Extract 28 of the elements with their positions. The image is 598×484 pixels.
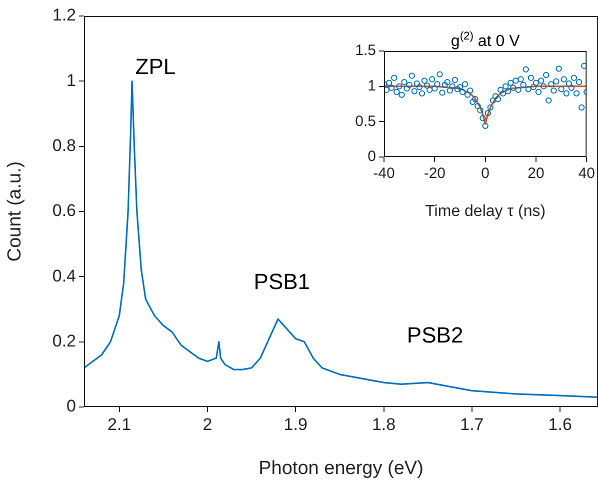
x-tick-label: 2.1 xyxy=(107,414,132,434)
x-tick-label: 20 xyxy=(528,165,544,182)
x-axis-title: Photon energy (eV) xyxy=(258,458,424,479)
y-tick-label: 1 xyxy=(66,70,76,90)
x-tick-label: -20 xyxy=(424,165,446,182)
annotation: PSB1 xyxy=(254,269,310,294)
y-tick-label: 1 xyxy=(368,77,376,94)
x-tick-label: 1.8 xyxy=(372,414,396,434)
y-tick-label: 0.4 xyxy=(52,266,76,286)
y-tick-label: 1.2 xyxy=(52,6,76,25)
y-tick-label: 0.8 xyxy=(52,136,76,156)
y-axis-title: Count (a.u.) xyxy=(4,161,26,262)
y-tick-label: 0.6 xyxy=(52,201,76,220)
y-tick-label: 0 xyxy=(368,148,376,166)
x-tick-label: 1.6 xyxy=(548,414,572,434)
y-tick-label: 0.5 xyxy=(355,112,376,130)
x-tick-label: -40 xyxy=(373,165,395,182)
x-tick-label: 1.7 xyxy=(460,414,484,434)
x-tick-label: 1.9 xyxy=(284,414,308,434)
y-tick-label: 0.2 xyxy=(52,332,76,351)
x-tick-label: 0 xyxy=(481,165,490,182)
x-tick-label: 2 xyxy=(202,414,212,434)
annotation: ZPL xyxy=(135,54,176,80)
x-axis-title: Time delay τ (ns) xyxy=(425,202,546,220)
y-tick-label: 0 xyxy=(66,396,76,416)
x-tick-label: 40 xyxy=(578,165,595,182)
y-tick-label: 1.5 xyxy=(355,42,376,60)
annotation: PSB2 xyxy=(406,322,464,348)
